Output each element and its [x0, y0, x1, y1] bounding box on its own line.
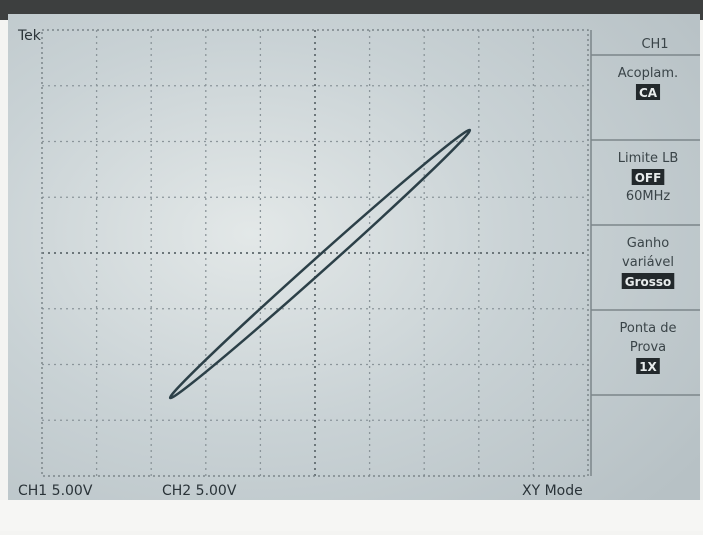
menu-title: CH1 — [641, 37, 668, 52]
lissajous-ellipse — [168, 128, 472, 400]
menu-value-highlight — [631, 169, 665, 185]
xy-trace — [168, 128, 472, 400]
ch2-scale: CH2 5.00V — [162, 483, 237, 499]
menu-value: OFF — [635, 171, 662, 185]
menu-label: variável — [622, 255, 674, 270]
brand: Tek — [17, 28, 42, 44]
menu-label: Ganho — [627, 236, 670, 251]
bezel-bottom — [0, 500, 703, 531]
menu-value-highlight — [635, 84, 661, 100]
graticule-border — [41, 29, 589, 477]
menu-label: Ponta de — [619, 321, 676, 336]
mode: XY Mode — [522, 483, 583, 499]
menu-label: Acoplam. — [618, 66, 678, 81]
side-menu: CH1 Acoplam. CA Limite LB OFF 60MHz Ganho vari… — [590, 30, 700, 476]
ch1-scale: CH1 5.00V — [18, 483, 93, 499]
menu-label: Limite LB — [618, 151, 679, 166]
menu-value: 1X — [639, 360, 657, 374]
graticule — [42, 30, 588, 476]
display — [8, 14, 700, 502]
menu-value-highlight — [621, 273, 675, 289]
menu-value: Grosso — [625, 275, 672, 289]
menu-value-highlight — [636, 358, 660, 374]
menu-extra: 60MHz — [626, 189, 671, 204]
menu-value: CA — [639, 86, 658, 100]
menu-label: Prova — [630, 340, 666, 355]
